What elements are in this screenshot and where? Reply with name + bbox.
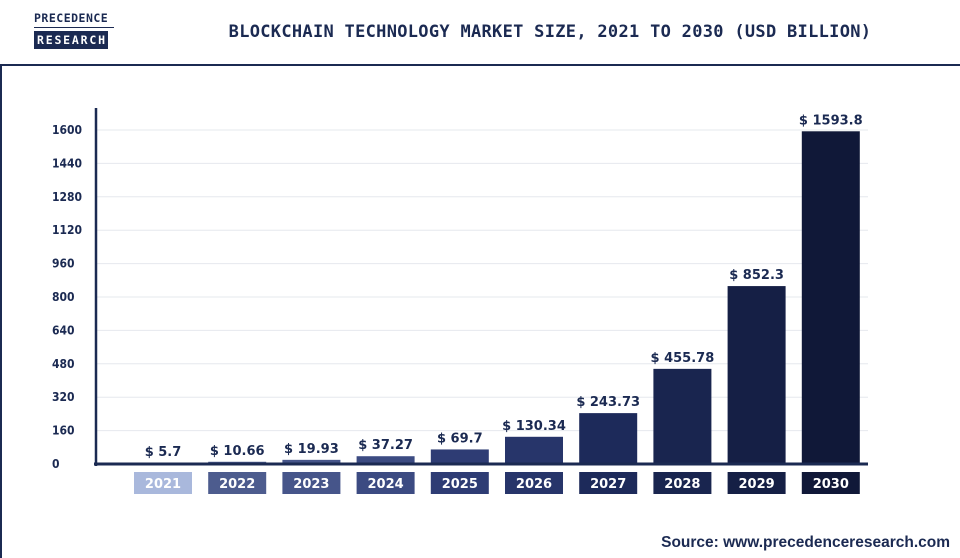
data-label: $ 1593.8 xyxy=(799,113,863,128)
category-label: 2029 xyxy=(739,477,775,492)
y-tick-label: 0 xyxy=(52,457,60,471)
data-label: $ 455.78 xyxy=(651,351,715,366)
category-label-box xyxy=(801,472,860,494)
bar xyxy=(579,413,638,464)
data-label: $ 243.73 xyxy=(576,395,640,410)
data-label: $ 130.34 xyxy=(502,419,566,434)
data-label: $ 19.93 xyxy=(284,442,339,457)
category-label-box xyxy=(282,472,341,494)
header: PRECEDENCE RESEARCH BLOCKCHAIN TECHNOLOG… xyxy=(0,0,960,66)
bar xyxy=(801,131,860,464)
bar xyxy=(727,286,786,464)
y-tick-label: 640 xyxy=(52,323,75,337)
data-label: $ 5.7 xyxy=(145,445,182,460)
y-tick-label: 1440 xyxy=(52,156,82,170)
category-label-box xyxy=(505,472,563,494)
data-label: $ 37.27 xyxy=(358,438,413,453)
y-tick-label: 800 xyxy=(52,290,75,304)
category-label-box xyxy=(134,472,192,494)
category-label-box xyxy=(653,472,712,494)
bar xyxy=(356,456,415,464)
logo-line-2: RESEARCH xyxy=(34,31,108,49)
category-label: 2024 xyxy=(368,477,404,492)
frame-left-border xyxy=(0,64,2,558)
category-label: 2026 xyxy=(516,477,552,492)
category-label: 2021 xyxy=(145,477,181,492)
chart-title: BLOCKCHAIN TECHNOLOGY MARKET SIZE, 2021 … xyxy=(228,22,872,42)
category-label-box xyxy=(727,472,786,494)
category-label: 2027 xyxy=(590,477,626,492)
category-label-box xyxy=(356,472,415,494)
bar xyxy=(430,449,489,464)
category-label-box xyxy=(430,472,489,494)
y-tick-label: 1600 xyxy=(52,123,82,137)
data-label: $ 10.66 xyxy=(210,444,265,459)
data-label: $ 852.3 xyxy=(729,268,784,283)
category-label: 2025 xyxy=(442,477,478,492)
category-label: 2030 xyxy=(813,477,849,492)
precedence-research-logo: PRECEDENCE RESEARCH xyxy=(34,11,114,51)
category-label-box xyxy=(208,472,267,494)
category-label-box xyxy=(579,472,638,494)
y-tick-label: 960 xyxy=(52,257,75,271)
y-tick-label: 160 xyxy=(52,424,75,438)
bar xyxy=(505,436,563,464)
y-tick-label: 480 xyxy=(52,357,75,371)
source-credit: Source: www.precedenceresearch.com xyxy=(661,534,950,551)
logo-line-1: PRECEDENCE xyxy=(34,11,114,28)
y-tick-label: 1120 xyxy=(52,223,82,237)
category-label: 2028 xyxy=(664,477,700,492)
bar xyxy=(653,368,712,464)
bar xyxy=(282,459,341,464)
y-tick-label: 320 xyxy=(52,390,75,404)
category-label: 2022 xyxy=(219,477,255,492)
data-label: $ 69.7 xyxy=(437,431,483,446)
y-tick-label: 1280 xyxy=(52,190,82,204)
category-label: 2023 xyxy=(293,477,329,492)
